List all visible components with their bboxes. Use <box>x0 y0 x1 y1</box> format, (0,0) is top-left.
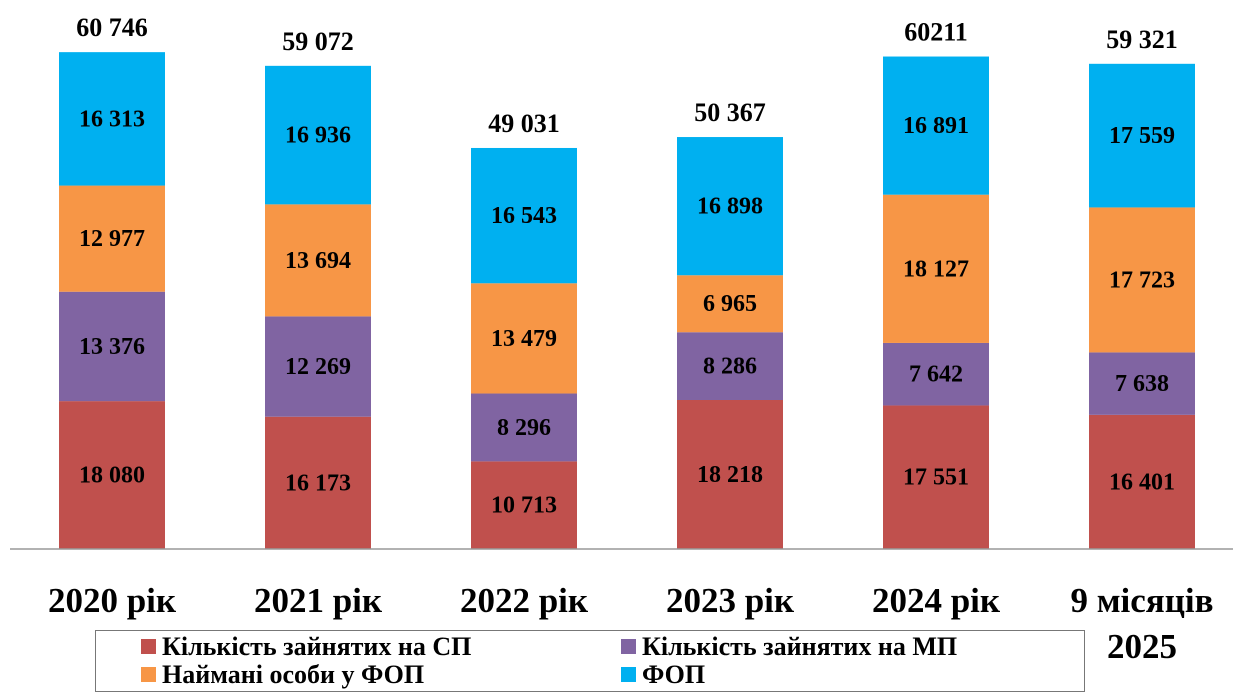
bar-segment <box>59 401 165 549</box>
legend-swatch <box>621 639 636 654</box>
x-tick-label: 9 місяців 2025 <box>1070 581 1214 666</box>
data-label: 13 376 <box>79 334 145 360</box>
legend-swatch <box>141 639 156 654</box>
data-label: 16 891 <box>903 113 969 139</box>
total-label: 50 367 <box>694 98 766 127</box>
total-label: 59 072 <box>282 27 354 56</box>
bar-segment <box>265 416 371 549</box>
bar-segment <box>883 405 989 549</box>
data-label: 18 218 <box>697 462 763 488</box>
data-label: 16 543 <box>491 203 557 229</box>
bar-segment <box>471 461 577 549</box>
data-label: 8 286 <box>703 354 757 380</box>
legend-swatch <box>621 667 636 682</box>
data-label: 16 401 <box>1109 469 1175 495</box>
total-label: 49 031 <box>488 109 560 138</box>
legend-item: Наймані особи у ФОП <box>141 661 424 689</box>
data-label: 7 642 <box>909 362 963 388</box>
data-label: 13 694 <box>285 248 351 274</box>
data-label: 18 080 <box>79 463 145 489</box>
legend-label: Кількість зайнятих на МП <box>642 632 958 661</box>
legend-item: Кількість зайнятих на МП <box>621 633 957 661</box>
data-label: 10 713 <box>491 493 557 519</box>
data-label: 17 559 <box>1109 123 1175 149</box>
bar-segment <box>59 185 165 292</box>
bar-segment <box>265 204 371 317</box>
legend-item: ФОП <box>621 661 705 689</box>
legend-item: Кількість зайнятих на СП <box>141 633 471 661</box>
total-label: 60211 <box>904 17 968 46</box>
legend-label: ФОП <box>642 660 706 689</box>
data-label: 16 313 <box>79 106 145 132</box>
legend-label: Кількість зайнятих на СП <box>162 632 472 661</box>
legend-swatch <box>141 667 156 682</box>
data-label: 18 127 <box>903 256 969 282</box>
data-label: 17 551 <box>903 465 969 491</box>
bar-segment <box>471 393 577 462</box>
bar-segment <box>677 137 783 276</box>
bar-segment <box>265 65 371 205</box>
data-label: 7 638 <box>1115 371 1169 397</box>
bar-segment <box>1089 63 1195 208</box>
bar-segment <box>59 52 165 186</box>
bar-segment <box>1089 207 1195 353</box>
bar-segment <box>677 332 783 400</box>
bar-segment <box>677 275 783 333</box>
total-label: 60 746 <box>76 13 148 42</box>
x-tick-label: 2021 рік <box>253 581 383 620</box>
data-label: 17 723 <box>1109 267 1175 293</box>
bar-segment <box>265 316 371 417</box>
bar-segment <box>883 56 989 195</box>
data-label: 13 479 <box>491 326 557 352</box>
bar-segment <box>677 399 783 549</box>
bar-segment <box>1089 352 1195 415</box>
data-label: 8 296 <box>497 415 551 441</box>
data-label: 6 965 <box>703 291 757 317</box>
bar-segment <box>883 342 989 406</box>
x-tick-label: 2020 рік <box>47 581 177 620</box>
x-tick-label: 2023 рік <box>665 581 795 620</box>
bar-segment <box>471 147 577 284</box>
data-label: 12 269 <box>285 354 351 380</box>
bar-segment <box>471 283 577 394</box>
legend: Кількість зайнятих на СП Кількість зайнят… <box>95 630 1085 692</box>
data-label: 16 173 <box>285 470 351 496</box>
data-label: 12 977 <box>79 226 145 252</box>
legend-label: Наймані особи у ФОП <box>162 660 425 689</box>
x-tick-label: 2024 рік <box>871 581 1001 620</box>
total-label: 59 321 <box>1106 25 1178 54</box>
data-label: 16 898 <box>697 194 763 220</box>
bar-segment <box>883 194 989 343</box>
bar-segment <box>1089 414 1195 549</box>
x-tick-label: 2022 рік <box>459 581 589 620</box>
bar-segment <box>59 291 165 402</box>
data-label: 16 936 <box>285 123 351 149</box>
